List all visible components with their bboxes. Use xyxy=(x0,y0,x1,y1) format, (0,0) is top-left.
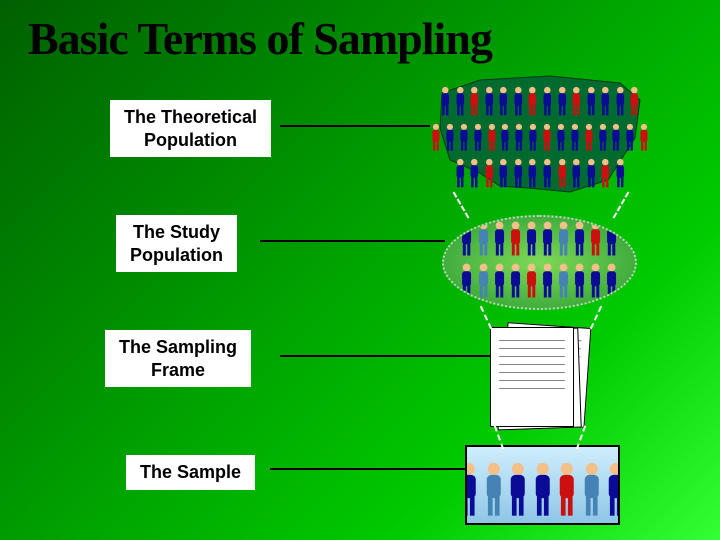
person-icon xyxy=(614,156,627,191)
person-icon xyxy=(459,263,474,304)
person-icon xyxy=(468,84,481,119)
connector-line xyxy=(280,355,490,357)
person-icon xyxy=(540,263,555,304)
person-icon xyxy=(569,121,581,154)
projection-dash xyxy=(590,306,602,330)
label-box-3: The Sample xyxy=(126,455,255,490)
person-icon xyxy=(556,84,569,119)
person-icon xyxy=(499,121,511,154)
connector-line xyxy=(270,468,465,470)
person-icon xyxy=(588,263,603,304)
study-population-diagram xyxy=(442,215,637,310)
person-icon xyxy=(638,121,650,154)
theoretical-population-diagram xyxy=(430,68,650,198)
person-icon xyxy=(604,221,619,262)
person-icon xyxy=(483,84,496,119)
person-icon xyxy=(526,156,539,191)
label-box-2: The SamplingFrame xyxy=(105,330,251,387)
slide-title: Basic Terms of Sampling xyxy=(28,12,492,65)
sampling-frame-diagram xyxy=(490,325,590,430)
person-icon xyxy=(458,121,470,154)
person-icon xyxy=(585,84,598,119)
person-icon xyxy=(483,156,496,191)
connector-line xyxy=(280,125,430,127)
person-icon xyxy=(604,462,620,523)
person-icon xyxy=(472,121,484,154)
sample-diagram xyxy=(465,445,620,525)
person-icon xyxy=(465,462,481,523)
person-icon xyxy=(628,84,641,119)
person-icon xyxy=(541,84,554,119)
person-icon xyxy=(610,121,622,154)
person-icon xyxy=(492,221,507,262)
person-icon xyxy=(512,84,525,119)
person-icon xyxy=(439,84,452,119)
person-icon xyxy=(588,221,603,262)
person-icon xyxy=(555,121,567,154)
person-icon xyxy=(540,221,555,262)
person-icon xyxy=(624,121,636,154)
person-icon xyxy=(476,263,491,304)
person-icon xyxy=(570,84,583,119)
person-icon xyxy=(430,121,442,154)
person-icon xyxy=(497,84,510,119)
person-icon xyxy=(555,462,579,523)
person-icon xyxy=(454,156,467,191)
person-icon xyxy=(614,84,627,119)
person-icon xyxy=(512,156,525,191)
person-icon xyxy=(572,263,587,304)
person-icon xyxy=(526,84,539,119)
person-icon xyxy=(524,221,539,262)
person-icon xyxy=(506,462,530,523)
person-icon xyxy=(527,121,539,154)
person-icon xyxy=(572,221,587,262)
person-icon xyxy=(556,156,569,191)
connector-line xyxy=(260,240,445,242)
person-icon xyxy=(476,221,491,262)
person-icon xyxy=(459,221,474,262)
label-box-0: The TheoreticalPopulation xyxy=(110,100,271,157)
person-icon xyxy=(508,263,523,304)
person-icon xyxy=(583,121,595,154)
person-icon xyxy=(585,156,598,191)
person-icon xyxy=(513,121,525,154)
person-icon xyxy=(524,263,539,304)
person-icon xyxy=(482,462,506,523)
person-icon xyxy=(604,263,619,304)
person-icon xyxy=(556,221,571,262)
person-icon xyxy=(570,156,583,191)
person-icon xyxy=(486,121,498,154)
person-icon xyxy=(492,263,507,304)
person-icon xyxy=(497,156,510,191)
projection-dash xyxy=(480,306,492,330)
person-icon xyxy=(597,121,609,154)
person-icon xyxy=(541,156,554,191)
label-box-1: The StudyPopulation xyxy=(116,215,237,272)
person-icon xyxy=(444,121,456,154)
person-icon xyxy=(468,156,481,191)
person-icon xyxy=(599,84,612,119)
person-icon xyxy=(599,156,612,191)
person-icon xyxy=(454,84,467,119)
person-icon xyxy=(580,462,604,523)
person-icon xyxy=(541,121,553,154)
person-icon xyxy=(531,462,555,523)
person-icon xyxy=(508,221,523,262)
person-icon xyxy=(556,263,571,304)
